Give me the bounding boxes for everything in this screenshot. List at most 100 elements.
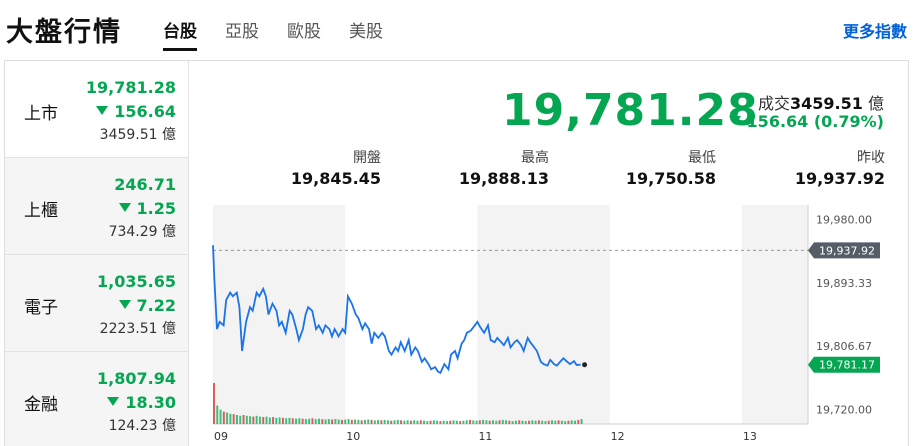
volume-bar — [482, 419, 485, 424]
volume-bar — [570, 420, 573, 424]
volume-bar — [446, 421, 448, 424]
volume-bar — [449, 420, 452, 424]
hour-band — [213, 205, 346, 424]
volume-bar — [255, 415, 258, 424]
sidebar-item-volume: 734.29 億 — [108, 224, 176, 240]
x-tick-label: 13 — [743, 430, 757, 443]
volume-bar — [275, 417, 278, 424]
volume-bar — [551, 420, 554, 424]
volume-bar — [239, 415, 242, 424]
volume-bar — [547, 420, 550, 424]
sidebar-item-name: 金融 — [24, 395, 58, 415]
volume-bar — [403, 420, 406, 424]
volume-bar — [459, 421, 462, 424]
volume-bar — [491, 420, 494, 424]
stat-high: 最高 19,888.13 — [458, 150, 549, 188]
stat-low: 最低 19,750.58 — [625, 150, 716, 188]
last-point — [582, 362, 588, 368]
tab-asia[interactable]: 亞股 — [225, 22, 259, 42]
volume-bar — [429, 420, 432, 424]
volume-bar — [285, 418, 288, 424]
volume-bar — [488, 420, 491, 424]
sidebar-item-name: 電子 — [24, 298, 58, 318]
intraday-chart[interactable]: 19,980.00 19,893.33 19,806.67 19,720.00 09 10… — [5, 61, 910, 446]
volume-bar — [528, 420, 531, 424]
volume-bar — [219, 409, 222, 424]
tab-us[interactable]: 美股 — [349, 22, 383, 42]
volume-bar — [554, 420, 557, 424]
volume-bar — [281, 417, 284, 424]
volume-bar — [324, 419, 327, 424]
volume-bar — [242, 414, 245, 424]
volume-bar — [311, 418, 314, 424]
hour-band — [741, 205, 808, 424]
volume-bar — [314, 419, 317, 424]
volume-bar — [426, 421, 429, 424]
y-tick-label: 19,980.00 — [816, 214, 872, 227]
volume-bar — [393, 420, 396, 424]
sidebar-item-volume: 124.23 億 — [108, 418, 176, 434]
market-tabs: 台股 亞股 歐股 美股 — [163, 17, 411, 51]
volume-bar — [367, 419, 370, 424]
sidebar-divider — [188, 61, 189, 446]
volume-bar — [295, 418, 298, 424]
volume-bar — [216, 405, 219, 424]
volume-bar — [580, 419, 583, 424]
volume-bar — [360, 420, 363, 424]
sidebar-item-value: 19,781.28 — [85, 78, 176, 97]
volume-bar — [472, 420, 475, 424]
sidebar-item-finance[interactable]: 金融 1,807.94 18.30 124.23 億 — [5, 352, 188, 446]
volume-bar — [432, 420, 435, 424]
sidebar-item-listed[interactable]: 上市 19,781.28 156.64 3459.51 億 — [5, 61, 188, 158]
volume-bar — [308, 418, 311, 424]
stat-open: 開盤 19,845.45 — [290, 150, 381, 188]
volume-bar — [485, 420, 488, 424]
volume-bar — [249, 416, 252, 424]
tab-europe[interactable]: 歐股 — [287, 22, 321, 42]
volume-bar — [468, 419, 471, 424]
volume-bar — [213, 383, 215, 424]
volume-bar — [229, 413, 232, 424]
volume-bar — [501, 419, 504, 424]
market-panel: 上市 19,781.28 156.64 3459.51 億 上櫃 246.71 … — [4, 60, 909, 446]
hour-band — [477, 205, 610, 424]
last-price-label: 19,781.17 — [819, 359, 875, 372]
volume-bar — [354, 419, 357, 424]
volume-bar — [508, 420, 511, 424]
volume-bar — [331, 419, 334, 424]
volume-bar — [278, 417, 281, 424]
prev-close-tag — [808, 242, 880, 259]
sidebar-item-otc[interactable]: 上櫃 246.71 1.25 734.29 億 — [5, 158, 188, 255]
index-sidebar: 上市 19,781.28 156.64 3459.51 億 上櫃 246.71 … — [5, 61, 188, 446]
volume-bar — [347, 419, 350, 424]
volume-bar — [258, 416, 261, 424]
volume-bar — [291, 418, 294, 424]
volume-bar — [321, 419, 324, 424]
tab-taiwan[interactable]: 台股 — [163, 17, 197, 51]
volume-bar — [455, 420, 458, 424]
volume-bar — [452, 420, 455, 424]
down-arrow-icon — [118, 203, 131, 212]
volume-bar — [386, 420, 389, 424]
volume-bar — [406, 420, 409, 424]
more-indices-link[interactable]: 更多指數 — [842, 22, 907, 41]
volume-bar — [357, 419, 360, 424]
header: 大盤行情 台股 亞股 歐股 美股 更多指數 — [0, 0, 913, 56]
volume-bar — [557, 420, 560, 424]
volume-bar — [521, 420, 524, 424]
volume-bar — [524, 421, 527, 424]
volume-bar — [262, 417, 265, 424]
sidebar-item-change: 156.64 — [96, 102, 176, 121]
sidebar-item-electronics[interactable]: 電子 1,035.65 7.22 2223.51 億 — [5, 255, 188, 352]
trade-volume: 成交3459.51 億 — [758, 94, 884, 113]
x-tick-label: 09 — [214, 430, 228, 443]
page-title: 大盤行情 — [6, 17, 122, 48]
volume-bar — [288, 417, 291, 424]
volume-bar — [409, 420, 412, 424]
volume-bar — [344, 419, 347, 424]
volume-bar — [268, 417, 271, 424]
volume-bar — [505, 420, 508, 424]
y-tick-label: 19,806.67 — [816, 340, 872, 353]
volume-bar — [350, 419, 353, 424]
volume-bar — [301, 418, 304, 424]
